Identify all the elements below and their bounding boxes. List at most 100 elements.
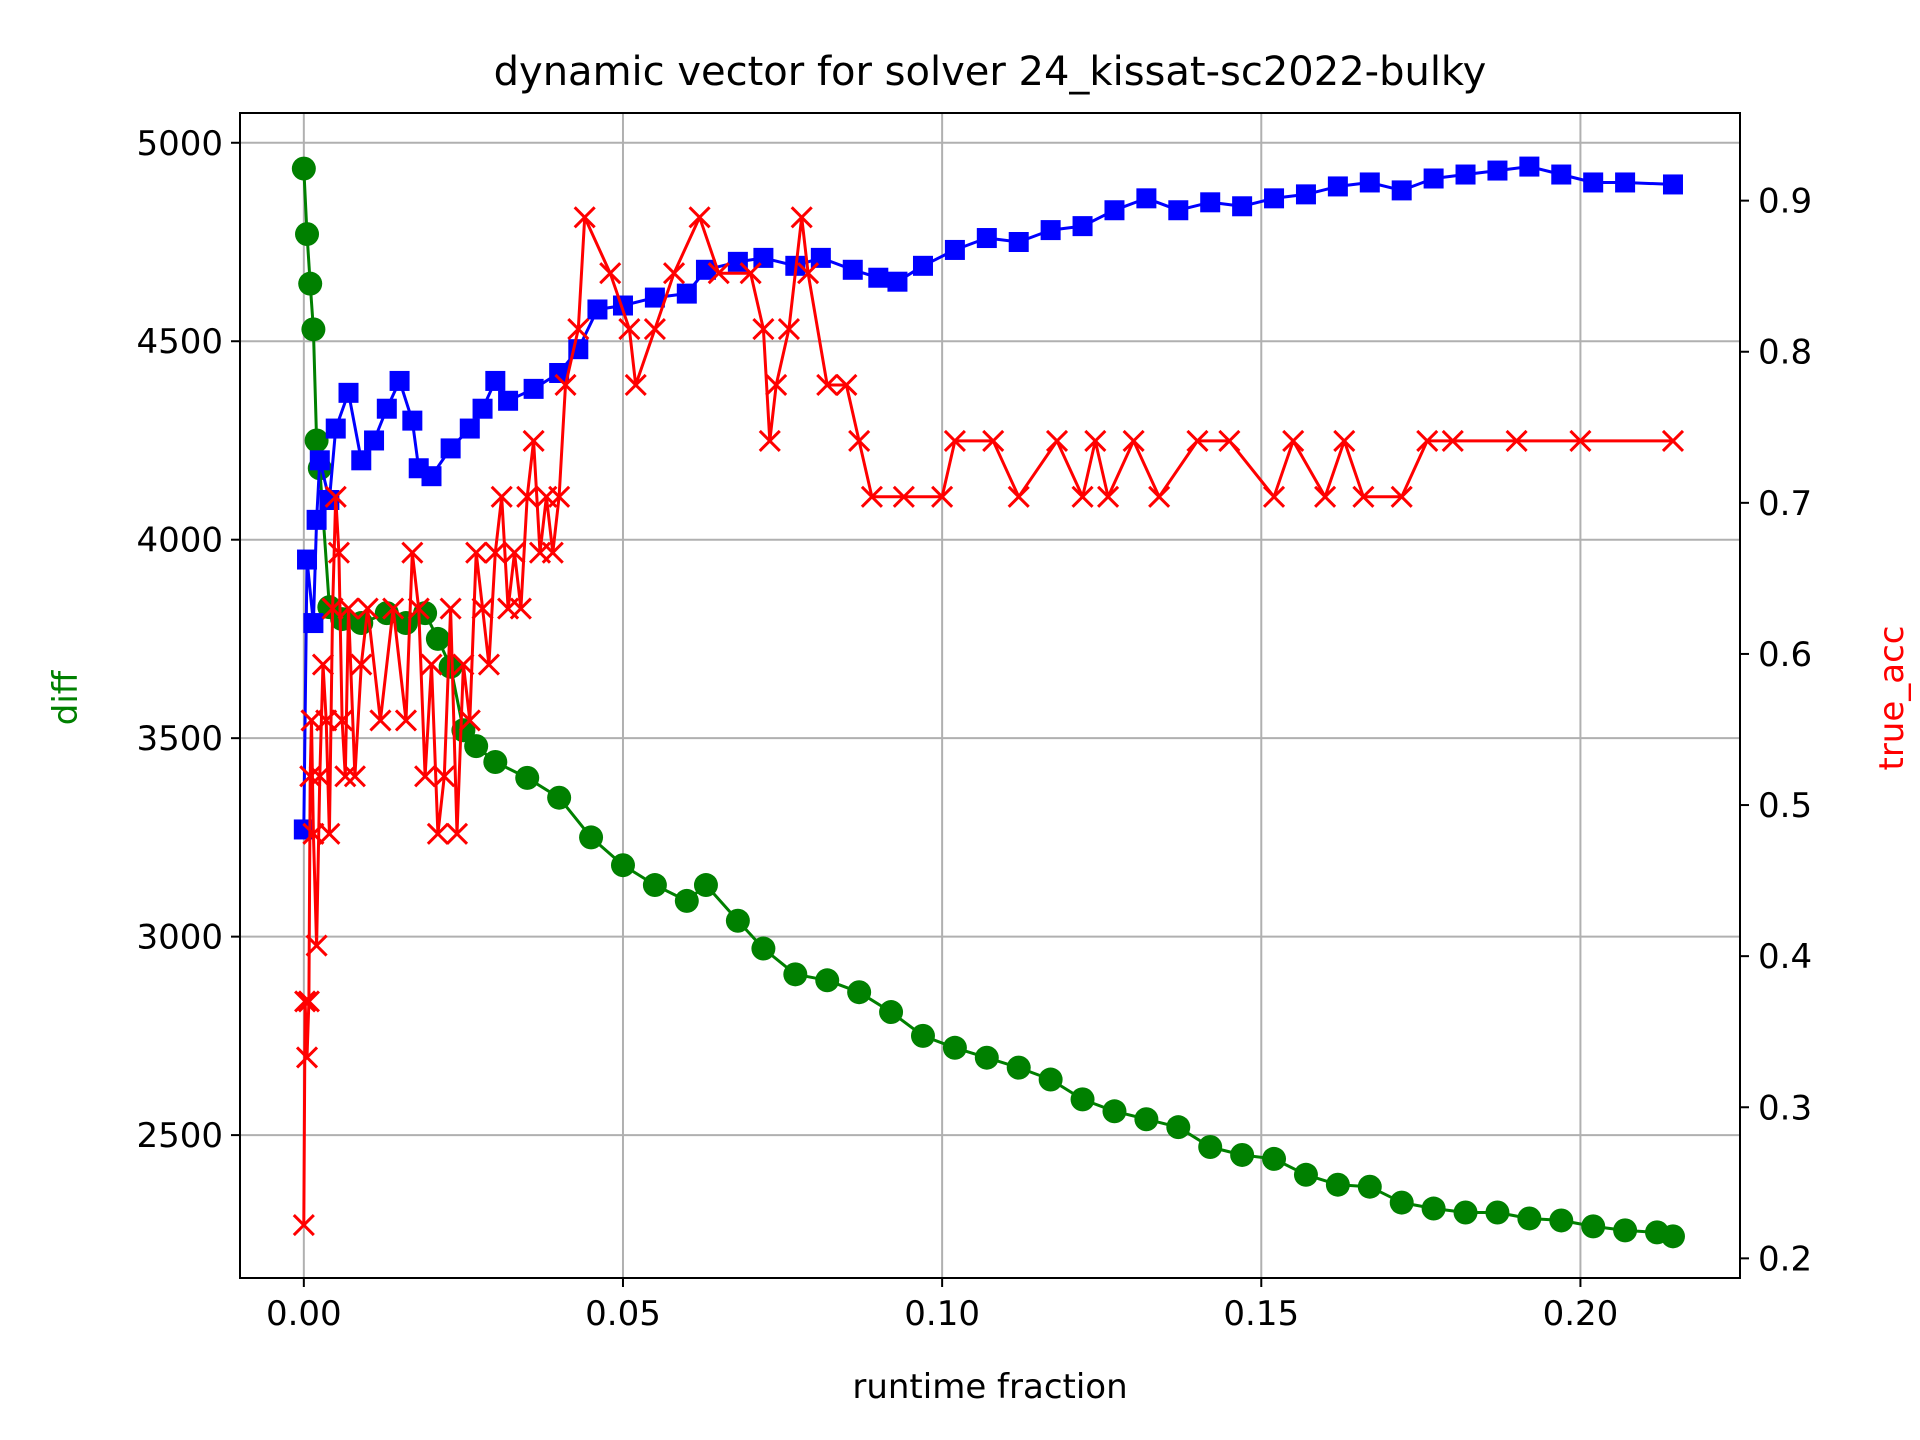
data-point (1136, 188, 1157, 209)
data-point (1200, 192, 1221, 213)
y-right-tick-label: 0.4 (1758, 937, 1812, 977)
data-point (1615, 172, 1636, 193)
data-point (1453, 1200, 1478, 1225)
data-point (1455, 164, 1476, 185)
chart-title: dynamic vector for solver 24_kissat-sc20… (494, 49, 1487, 95)
data-point (420, 653, 443, 676)
data-point (1102, 1099, 1127, 1124)
data-point (751, 936, 776, 961)
data-point (1097, 485, 1120, 508)
y-right-tick-label: 0.9 (1758, 182, 1812, 222)
data-point (1661, 429, 1685, 452)
data-point (944, 239, 965, 260)
data-point (458, 709, 481, 732)
y-right-tick-label: 0.8 (1758, 333, 1812, 373)
data-point (295, 1046, 319, 1069)
data-point (1569, 429, 1592, 452)
data-point (485, 370, 506, 391)
data-point (516, 485, 539, 508)
y-right-tick-label: 0.5 (1758, 786, 1812, 826)
data-point (356, 597, 379, 620)
data-point (644, 287, 665, 308)
data-point (295, 222, 320, 247)
data-point (334, 765, 357, 788)
data-point (308, 765, 331, 788)
data-point (402, 410, 423, 431)
data-point (1070, 1087, 1095, 1112)
data-point (1441, 429, 1464, 452)
data-point (376, 398, 397, 419)
y-right-tick-label: 0.2 (1758, 1239, 1812, 1279)
y-right-axis-title: true_acc (1872, 626, 1912, 771)
data-point (554, 373, 577, 397)
data-point (1359, 172, 1380, 193)
data-point (401, 541, 424, 564)
x-tick-label: 0.20 (1543, 1294, 1619, 1334)
data-point (1416, 429, 1439, 452)
data-point (887, 271, 908, 292)
data-point (299, 765, 322, 788)
x-axis: 0.00 0.05 0.10 0.15 0.20 (266, 1278, 1618, 1334)
data-point (464, 734, 489, 759)
data-point (1352, 485, 1375, 508)
data-point (302, 822, 325, 845)
data-point (573, 206, 596, 229)
data-point (291, 156, 316, 181)
series-line (302, 168, 1674, 1238)
data-point (389, 370, 410, 391)
data-point (674, 888, 699, 913)
data-point (433, 765, 456, 788)
y-left-tick-label: 4500 (136, 322, 223, 362)
data-point (1084, 429, 1107, 452)
data-point (1006, 1055, 1031, 1080)
data-point (522, 429, 545, 452)
data-point (1122, 429, 1145, 452)
data-point (943, 429, 966, 452)
data-point (351, 450, 372, 471)
data-point (1660, 1224, 1685, 1249)
data-point (1071, 485, 1094, 508)
data-point (790, 206, 813, 229)
data-point (298, 271, 323, 296)
data-point (440, 438, 461, 459)
data-point (599, 262, 622, 285)
data-point (1282, 429, 1305, 452)
data-point (758, 429, 781, 452)
data-point (1583, 172, 1604, 193)
data-point (364, 430, 385, 451)
data-point (471, 597, 494, 620)
data-point (477, 653, 500, 676)
data-point (976, 228, 997, 249)
data-point (624, 373, 647, 397)
data-point (369, 709, 392, 732)
data-point (1148, 485, 1171, 508)
y-right-tick-label: 0.3 (1758, 1088, 1812, 1128)
data-point (1485, 1200, 1510, 1225)
series-layer (291, 156, 1685, 1249)
y-right-tick-label: 0.7 (1758, 484, 1812, 524)
data-point (490, 485, 513, 508)
data-point (1390, 485, 1413, 508)
data-point (752, 318, 775, 341)
data-point (931, 485, 954, 508)
data-point (382, 597, 405, 620)
data-point (725, 908, 750, 933)
data-point (816, 373, 839, 397)
data-point (643, 318, 666, 341)
data-point (693, 873, 718, 898)
data-point (301, 317, 326, 342)
data-point (343, 765, 366, 788)
y-left-tick-label: 5000 (136, 124, 223, 164)
data-point (541, 541, 564, 564)
data-point (483, 749, 508, 774)
data-point (1295, 184, 1316, 205)
data-point (484, 541, 507, 564)
data-point (305, 934, 328, 957)
data-point (765, 373, 788, 397)
data-point (303, 613, 324, 634)
data-point (1551, 164, 1572, 185)
data-point (1293, 1162, 1318, 1187)
data-point (1517, 1206, 1542, 1231)
data-point (452, 653, 475, 676)
data-point (1038, 1067, 1063, 1092)
